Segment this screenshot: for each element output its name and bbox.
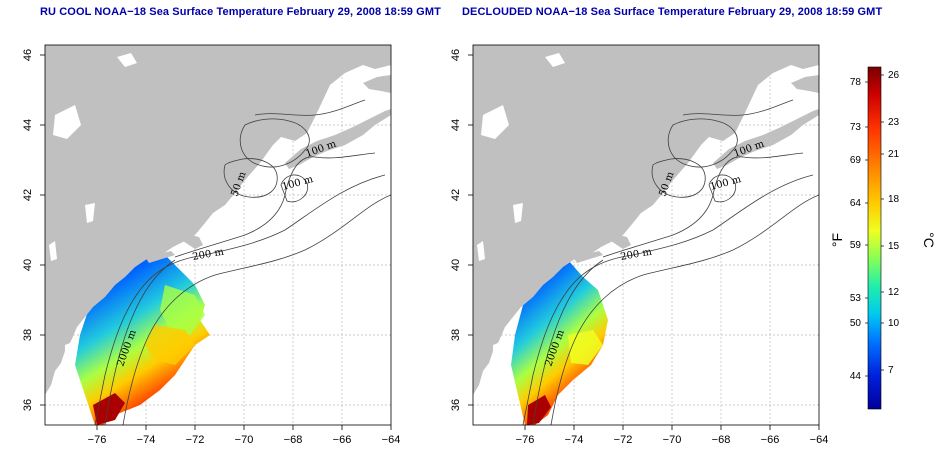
colorbar-label-fahrenheit: 59 <box>850 240 862 251</box>
y-tick-label: 36 <box>22 399 34 411</box>
right-panel-title: DECLOUDED NOAA−18 Sea Surface Temperatur… <box>462 6 883 18</box>
y-tick-label: 44 <box>22 119 34 131</box>
x-tick-label: −72 <box>186 434 205 446</box>
y-tick-label: 46 <box>450 49 462 61</box>
y-tick-label: 42 <box>450 189 462 201</box>
colorbar-label-celsius: 10 <box>888 318 900 329</box>
x-tick-label: −66 <box>333 434 352 446</box>
x-tick-label: −68 <box>284 434 303 446</box>
map-frame <box>472 44 820 426</box>
x-tick-label: −64 <box>810 434 829 446</box>
sst-colorbar: 78 73 69 64 59 53 50 44 26 23 21 18 15 12 10 7 °F °C <box>829 66 937 410</box>
colorbar-label-celsius: 15 <box>888 241 900 252</box>
colorbar-label-fahrenheit: 44 <box>850 371 862 382</box>
x-tick-label: −70 <box>663 434 682 446</box>
y-tick-label: 38 <box>450 329 462 341</box>
map-frame <box>44 44 392 426</box>
colorbar-label-celsius: 21 <box>888 149 900 160</box>
colorbar-label-celsius: 26 <box>888 70 900 81</box>
x-tick-label: −66 <box>761 434 780 446</box>
colorbar-label-celsius: 18 <box>888 194 900 205</box>
colorbar-unit-fahrenheit: °F <box>829 233 845 247</box>
y-tick-label: 38 <box>22 329 34 341</box>
colorbar-gradient <box>867 66 882 410</box>
x-tick-label: −68 <box>712 434 731 446</box>
colorbar-unit-celsius: °C <box>921 232 937 248</box>
colorbar-label-fahrenheit: 69 <box>850 155 862 166</box>
x-tick-label: −72 <box>614 434 633 446</box>
colorbar-label-fahrenheit: 53 <box>850 293 862 304</box>
y-tick-label: 40 <box>450 259 462 271</box>
colorbar-label-fahrenheit: 73 <box>850 122 862 133</box>
colorbar-label-fahrenheit: 78 <box>850 77 862 88</box>
colorbar-label-celsius: 7 <box>888 365 894 376</box>
y-tick-label: 40 <box>22 259 34 271</box>
x-tick-label: −74 <box>137 434 156 446</box>
y-tick-label: 42 <box>22 189 34 201</box>
x-tick-label: −76 <box>88 434 107 446</box>
y-tick-label: 46 <box>22 49 34 61</box>
x-tick-label: −76 <box>516 434 535 446</box>
colorbar-label-celsius: 12 <box>888 287 900 298</box>
colorbar-label-fahrenheit: 64 <box>850 198 862 209</box>
colorbar-label-celsius: 23 <box>888 117 900 128</box>
y-tick-label: 36 <box>450 399 462 411</box>
y-tick-label: 44 <box>450 119 462 131</box>
left-panel-title: RU COOL NOAA−18 Sea Surface Temperature … <box>40 6 441 18</box>
x-tick-label: −64 <box>382 434 401 446</box>
x-tick-label: −74 <box>565 434 584 446</box>
x-tick-label: −70 <box>235 434 254 446</box>
colorbar-label-fahrenheit: 50 <box>850 318 862 329</box>
